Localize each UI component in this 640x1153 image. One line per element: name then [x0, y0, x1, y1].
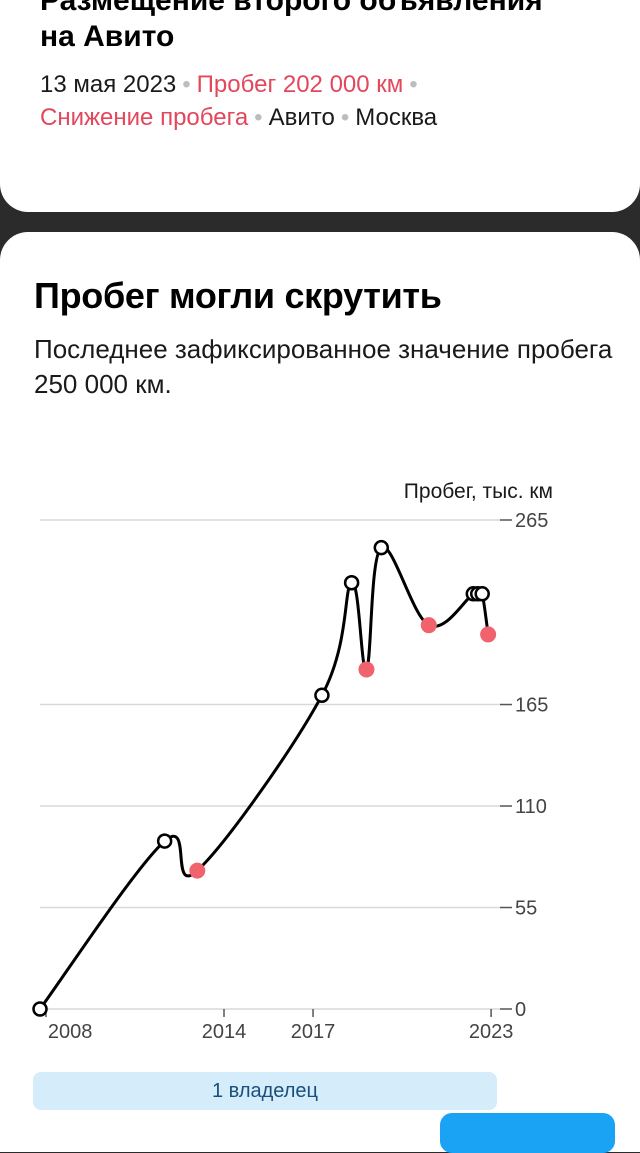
mileage-line — [38, 546, 490, 1010]
data-point — [474, 586, 490, 602]
section-title: Пробег могли скрутить — [34, 275, 442, 316]
decrease-point — [358, 661, 375, 678]
event-city: Москва — [355, 104, 438, 131]
decrease-point — [420, 617, 437, 634]
y-tick-label: 55 — [515, 898, 537, 920]
separator-dot: • — [254, 104, 263, 131]
event-decrease-badge: Снижение пробега — [40, 104, 249, 131]
event-mileage: Пробег 202 000 км — [196, 71, 404, 98]
mileage-chart[interactable]: Пробег, тыс. км 0 55 110 165 265 2008 2014 2017 2… — [0, 470, 640, 1070]
event-source: Авито — [268, 104, 335, 131]
y-tick-label: 165 — [515, 695, 548, 717]
y-tick-label: 110 — [515, 796, 547, 818]
previous-event-meta: 13 мая 2023 • Пробег 202 000 км • Снижение … — [40, 68, 620, 134]
previous-event-title: Размещение второго объявления на Авито — [40, 0, 620, 55]
previous-event-title-line1: Размещение второго объявления — [40, 0, 543, 17]
owner-timeline-bar[interactable]: 1 владелец — [33, 1072, 497, 1110]
x-tick-label: 2008 — [48, 1021, 93, 1043]
y-axis-label: Пробег, тыс. км — [404, 480, 553, 503]
data-point — [156, 833, 173, 849]
data-point — [343, 574, 360, 591]
previous-event-card — [0, 0, 640, 212]
y-tick-label: 0 — [515, 999, 526, 1021]
data-point — [32, 1001, 48, 1017]
decrease-point — [480, 626, 497, 643]
x-tick-label: 2014 — [202, 1021, 247, 1043]
y-tick-label: 265 — [515, 510, 548, 532]
separator-dot: • — [340, 104, 350, 131]
x-tick-label: 2023 — [469, 1021, 514, 1043]
separator-dot: • — [409, 71, 418, 98]
data-point — [314, 687, 330, 704]
action-button[interactable] — [440, 1113, 615, 1153]
event-date: 13 мая 2023 — [40, 71, 177, 98]
decrease-point — [189, 862, 206, 879]
data-point — [373, 539, 390, 556]
section-subtitle: Последнее зафиксированное значение пробе… — [34, 334, 613, 399]
owner-label: 1 владелец — [211, 1080, 318, 1102]
separator-dot: • — [182, 71, 191, 98]
x-tick-label: 2017 — [291, 1021, 336, 1043]
previous-event-title-line2: на Авито — [40, 20, 175, 53]
